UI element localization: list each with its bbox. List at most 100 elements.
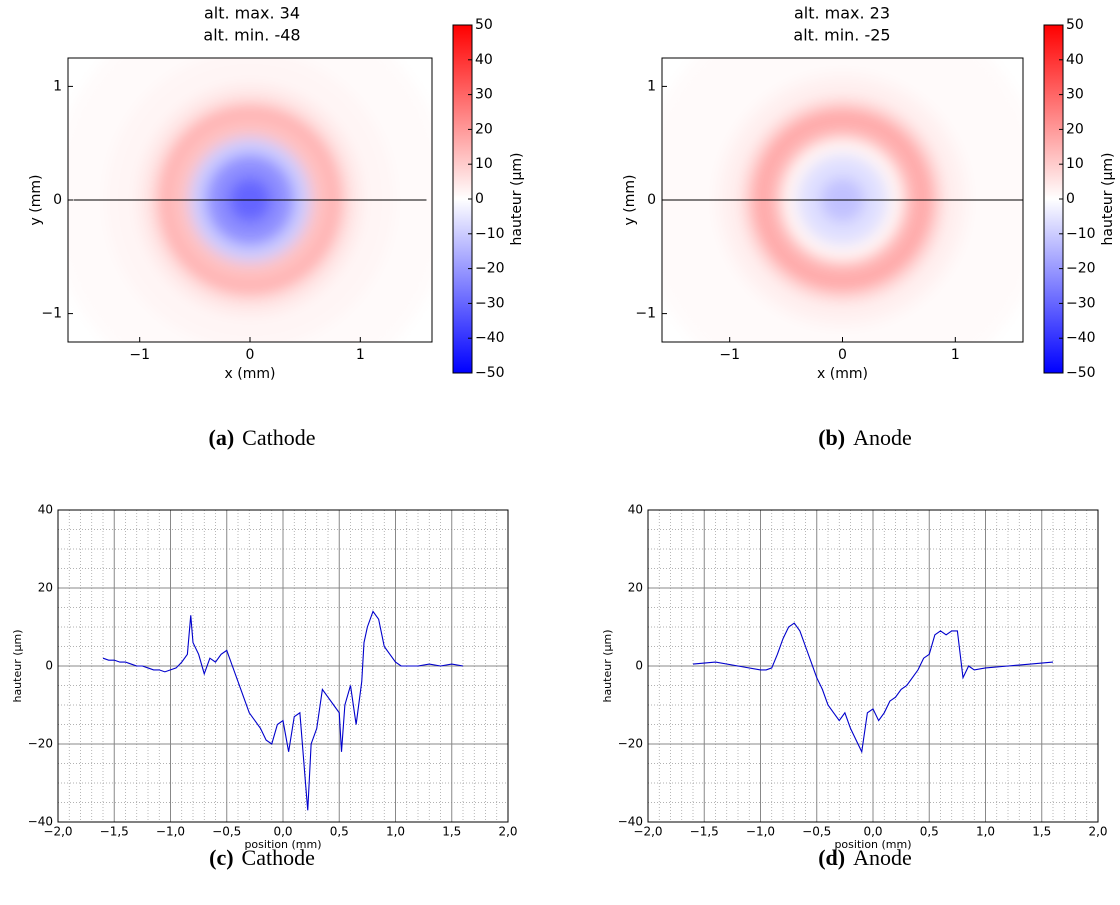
y-tick-label: 20: [628, 581, 643, 595]
heatmap-image: [68, 58, 432, 342]
y-tick-label: 40: [38, 503, 53, 517]
caption-label: (c): [209, 845, 233, 870]
x-tick-label: 0,0: [273, 825, 292, 839]
panel: (c) Cathode −2,0 −1,5 −1,0 −0,5 0,0 0,5 1,0 1,5 2,…: [11, 503, 518, 871]
x-tick-label: 2,0: [1088, 825, 1107, 839]
x-tick-label: −0,5: [802, 825, 831, 839]
x-tick-label: −1: [719, 347, 740, 363]
colorbar-tick-label: −30: [475, 295, 505, 311]
x-tick-label: 0,5: [920, 825, 939, 839]
panel: (d) Anode −2,0 −1,5 −1,0 −0,5 0,0 0,5 1,0 1,5 2,0 −…: [601, 503, 1108, 871]
colorbar-tick-label: 0: [1066, 191, 1075, 207]
x-axis-label: position (mm): [834, 838, 911, 851]
x-axis-label: x (mm): [225, 366, 276, 382]
plot-frame: [647, 509, 1099, 823]
y-tick-label: 1: [647, 78, 656, 94]
colorbar-tick-label: 10: [1066, 156, 1084, 172]
colorbar-tick-label: −20: [1066, 261, 1096, 277]
colorbar-tick-label: −20: [475, 261, 505, 277]
colorbar-tick-label: 20: [1066, 121, 1084, 137]
colorbar-tick-label: −40: [475, 330, 505, 346]
y-tick-label: −1: [41, 306, 62, 322]
x-tick-label: 0: [838, 347, 847, 363]
y-tick-label: 0: [635, 659, 643, 673]
colorbar-tick-label: −10: [1066, 226, 1096, 242]
chart-title: alt. min. -48: [203, 26, 300, 45]
colorbar-tick-label: 0: [475, 191, 484, 207]
x-tick-label: −1,0: [746, 825, 775, 839]
x-axis-label: position (mm): [244, 838, 321, 851]
x-tick-label: 1: [356, 347, 365, 363]
caption: (c) Cathode: [209, 845, 315, 870]
caption: (a) Cathode: [209, 425, 316, 450]
heatmap-rings: [662, 58, 1023, 342]
colorbar-tick-label: −50: [475, 365, 505, 381]
colorbar-tick-label: 30: [1066, 87, 1084, 103]
colorbar-tick-label: 20: [475, 121, 493, 137]
y-tick-label: 0: [647, 192, 656, 208]
y-axis-label: y (mm): [622, 175, 638, 226]
colorbar-tick-label: 30: [475, 87, 493, 103]
colorbar-tick-label: −10: [475, 226, 505, 242]
chart-title: alt. min. -25: [793, 26, 890, 45]
x-tick-label: 0,0: [863, 825, 882, 839]
x-tick-label: −1,5: [100, 825, 129, 839]
x-tick-label: 1,5: [1032, 825, 1051, 839]
caption-label: (d): [818, 845, 845, 870]
colorbar-label: hauteur (µm): [509, 153, 525, 246]
x-tick-label: −0,5: [212, 825, 241, 839]
profile-line: [692, 622, 1054, 754]
plot-frame: [57, 509, 509, 823]
x-tick-label: 2,0: [498, 825, 517, 839]
colorbar-tick-label: 50: [475, 17, 493, 33]
colorbar-tick-label: 10: [475, 156, 493, 172]
colorbar-tick-label: 40: [475, 52, 493, 68]
caption-text: Cathode: [242, 425, 315, 450]
y-tick-label: 0: [53, 192, 62, 208]
x-tick-label: 1: [951, 347, 960, 363]
caption-text: Anode: [853, 845, 912, 870]
y-axis-label: hauteur (µm): [601, 629, 614, 702]
x-tick-label: 1,0: [976, 825, 995, 839]
caption-label: (b): [818, 425, 845, 450]
y-tick-label: −40: [28, 815, 53, 829]
x-tick-label: −1: [129, 347, 150, 363]
y-tick-label: −1: [635, 306, 656, 322]
caption-text: Cathode: [242, 845, 315, 870]
y-axis-label: y (mm): [28, 175, 44, 226]
y-tick-label: −20: [28, 737, 53, 751]
profile-line: [102, 610, 464, 811]
y-axis-label: hauteur (µm): [11, 629, 24, 702]
y-tick-label: 1: [53, 78, 62, 94]
caption-label: (a): [209, 425, 235, 450]
x-tick-label: −2,0: [633, 825, 662, 839]
y-tick-label: −40: [618, 815, 643, 829]
y-tick-label: 20: [38, 581, 53, 595]
x-tick-label: 1,5: [442, 825, 461, 839]
y-tick-label: 40: [628, 503, 643, 517]
caption-text: Anode: [853, 425, 912, 450]
colorbar-tick-label: −40: [1066, 330, 1096, 346]
y-tick-label: 0: [45, 659, 53, 673]
chart-title: alt. max. 23: [794, 4, 890, 23]
caption: (d) Anode: [818, 845, 912, 870]
colorbar-tick-label: −30: [1066, 295, 1096, 311]
heatmap-rings: [68, 58, 432, 342]
heatmap-image: [662, 58, 1023, 342]
colorbar-tick-label: −50: [1066, 365, 1096, 381]
y-tick-label: −20: [618, 737, 643, 751]
x-axis-label: x (mm): [817, 366, 868, 382]
x-tick-label: −1,0: [156, 825, 185, 839]
x-tick-label: −1,5: [690, 825, 719, 839]
x-tick-label: −2,0: [43, 825, 72, 839]
colorbar-label: hauteur (µm): [1100, 153, 1116, 246]
caption: (b) Anode: [818, 425, 912, 450]
colorbar-tick-label: 50: [1066, 17, 1084, 33]
x-tick-label: 0,5: [330, 825, 349, 839]
colorbar-tick-label: 40: [1066, 52, 1084, 68]
x-tick-label: 0: [246, 347, 255, 363]
chart-title: alt. max. 34: [204, 4, 300, 23]
